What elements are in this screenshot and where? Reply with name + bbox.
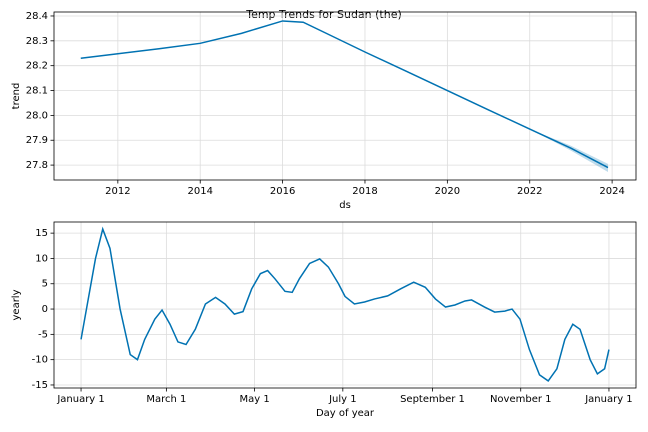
chart-title: Temp Trends for Sudan (the) (245, 8, 402, 21)
y-axis-label: yearly (11, 289, 22, 320)
y-tick-label: 28.3 (26, 36, 48, 47)
plot-frame (53, 221, 637, 389)
y-tick-label: -5 (38, 329, 48, 340)
x-tick-label: 2016 (270, 186, 295, 197)
y-tick-label: 5 (42, 279, 48, 290)
y-tick-label: 28.0 (26, 110, 48, 121)
x-tick-label: May 1 (239, 394, 269, 405)
x-tick-label: March 1 (146, 394, 186, 405)
x-tick-label: January 1 (56, 394, 104, 405)
y-tick-label: 28.2 (26, 61, 48, 72)
x-tick-label: 2014 (187, 186, 212, 197)
y-tick-label: 27.8 (26, 160, 48, 171)
x-tick-label: January 1 (584, 394, 632, 405)
uncertainty-band (80, 20, 608, 173)
y-tick-label: -10 (32, 355, 48, 366)
y-tick-label: -15 (32, 380, 48, 391)
y-tick-label: 27.9 (26, 135, 48, 146)
x-axis-label: Day of year (316, 408, 375, 419)
y-tick-label: 0 (42, 304, 48, 315)
x-tick-label: July 1 (328, 394, 357, 405)
y-tick-label: 15 (35, 228, 48, 239)
x-tick-label: 2012 (105, 186, 130, 197)
line (80, 20, 609, 169)
x-tick-label: 2020 (435, 186, 460, 197)
y-axis-label: trend (11, 83, 22, 110)
y-tick-label: 28.4 (26, 11, 48, 22)
y-tick-label: 10 (35, 253, 48, 264)
x-tick-label: 2022 (517, 186, 542, 197)
line (80, 226, 610, 382)
x-tick-label: 2024 (599, 186, 624, 197)
x-tick-label: November 1 (490, 394, 552, 405)
x-tick-label: September 1 (400, 394, 465, 405)
y-tick-label: 28.1 (26, 86, 48, 97)
x-axis-label: ds (339, 200, 351, 211)
x-tick-label: 2018 (352, 186, 377, 197)
plot-frame (53, 11, 637, 181)
